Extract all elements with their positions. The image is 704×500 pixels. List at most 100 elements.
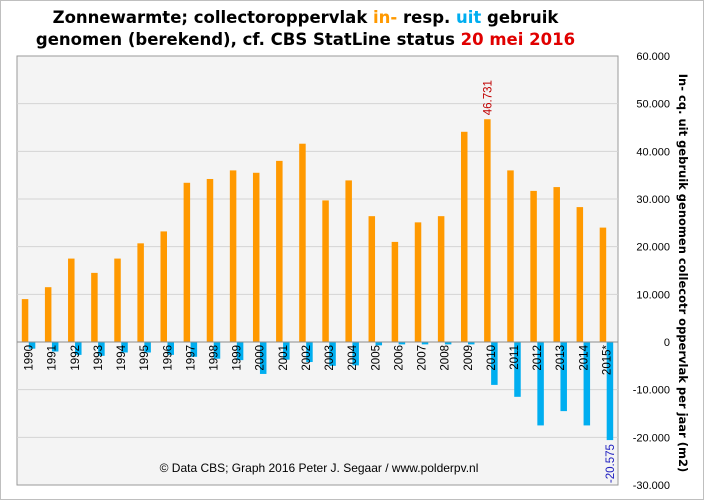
title-uit-word: uit: [456, 8, 482, 27]
bar-uit: [560, 342, 567, 412]
x-tick-label: 1999: [232, 345, 244, 371]
x-tick-label: 2003: [324, 345, 336, 371]
x-tick-label: 1993: [93, 345, 105, 371]
title-part3: gebruik: [481, 8, 559, 27]
title-date: 20 mei 2016: [460, 30, 576, 49]
data-label-min: -20.575: [605, 444, 617, 483]
x-tick-label: 2006: [393, 345, 405, 371]
bar-uit: [51, 342, 59, 352]
bar-uit: [236, 342, 244, 361]
title-part2: resp.: [397, 8, 457, 27]
bar-uit: [144, 342, 151, 353]
bar-uit: [514, 342, 521, 397]
x-tick-label: 2012: [532, 345, 544, 371]
x-tick-label: 2013: [555, 345, 567, 371]
x-tick-label: 1998: [208, 345, 220, 371]
bar-uit: [306, 342, 313, 363]
x-tick-label: 2008: [440, 345, 452, 371]
bar-in: [553, 187, 560, 342]
y-tick-label: 50.000: [636, 99, 670, 111]
y-tick-label: 10.000: [636, 289, 670, 301]
y-tick-label: 20.000: [636, 242, 670, 254]
bar-in: [183, 182, 191, 342]
x-tick-label: 2011: [509, 345, 521, 370]
data-label-max: 46.731: [482, 80, 494, 115]
bar-in: [530, 190, 537, 342]
bar-in: [507, 170, 514, 342]
bar-uit: [213, 342, 221, 359]
bar-in: [21, 299, 29, 342]
x-tick-label: 2007: [417, 345, 429, 371]
bar-in: [345, 180, 352, 342]
bar-uit: [421, 342, 429, 345]
x-tick-label: 1990: [24, 345, 36, 371]
y-tick-label: -10.000: [633, 385, 670, 397]
bar-uit: [398, 342, 406, 345]
bar-in: [114, 258, 121, 342]
bar-uit: [375, 342, 383, 346]
bar-uit: [190, 342, 198, 357]
bar-in: [252, 172, 260, 342]
bar-in: [91, 272, 98, 342]
bar-uit: [283, 342, 290, 360]
bar-uit: [444, 342, 452, 345]
x-tick-label: 1997: [185, 345, 197, 371]
bar-in: [299, 143, 306, 342]
x-tick-label: 1995: [139, 345, 151, 371]
x-tick-label: 2005: [370, 345, 382, 371]
bar-uit: [537, 342, 544, 426]
x-tick-label: 1991: [47, 345, 59, 371]
bar-uit: [491, 342, 498, 385]
title-line2: genomen (berekend), cf. CBS StatLine sta…: [35, 30, 461, 49]
bar-uit: [468, 342, 475, 345]
y-tick-label: -20.000: [633, 432, 670, 444]
bar-uit: [75, 342, 82, 355]
x-tick-label: 2002: [301, 345, 313, 371]
source-annotation: © Data CBS; Graph 2016 Peter J. Segaar /…: [160, 461, 479, 475]
bar-uit: [606, 342, 614, 441]
bar-in: [414, 222, 422, 342]
bar-uit: [259, 342, 267, 374]
bar-in: [437, 216, 445, 342]
bar-uit: [583, 342, 591, 426]
x-tick-label: 2001: [278, 345, 290, 371]
bar-in: [322, 200, 329, 342]
y-tick-label: 30.000: [636, 194, 670, 206]
x-tick-label: 2004: [347, 344, 359, 370]
bar-uit: [167, 342, 174, 355]
x-tick-label: 1996: [162, 345, 174, 371]
chart-title: Zonnewarmte; collectoroppervlak in- resp…: [13, 7, 598, 51]
bar-in: [461, 131, 468, 342]
bar-in: [206, 178, 214, 342]
x-tick-label: 1992: [70, 345, 82, 371]
bar-uit: [329, 342, 336, 366]
x-tick-label: 2014: [578, 344, 590, 370]
x-tick-label: 2000: [255, 345, 267, 371]
bar-in: [484, 119, 491, 342]
y-axis-title: In- cq. uit gebruik genomen collecotr op…: [676, 74, 690, 472]
title-part1: Zonnewarmte; collectoroppervlak: [52, 8, 374, 27]
bar-in: [160, 231, 167, 342]
bar-in: [576, 207, 584, 342]
y-tick-label: 0: [664, 337, 670, 349]
x-tick-label: 2010: [486, 345, 498, 371]
x-tick-label: 2009: [463, 345, 475, 371]
plot-area: [16, 55, 619, 486]
bar-in: [44, 287, 52, 342]
bar-in: [137, 243, 144, 342]
bar-in: [368, 216, 376, 342]
bar-in: [276, 160, 283, 342]
bar-uit: [121, 342, 128, 353]
bar-uit: [98, 342, 105, 356]
y-tick-label: 40.000: [636, 146, 670, 158]
y-tick-label: 60.000: [636, 51, 670, 63]
y-tick-label: -30.000: [633, 480, 670, 492]
bar-uit: [352, 342, 359, 366]
x-tick-label: 2015*: [601, 344, 613, 375]
bar-uit: [28, 342, 36, 349]
title-in-word: in-: [373, 8, 398, 27]
bar-in: [599, 227, 607, 342]
bar-in: [391, 241, 399, 342]
